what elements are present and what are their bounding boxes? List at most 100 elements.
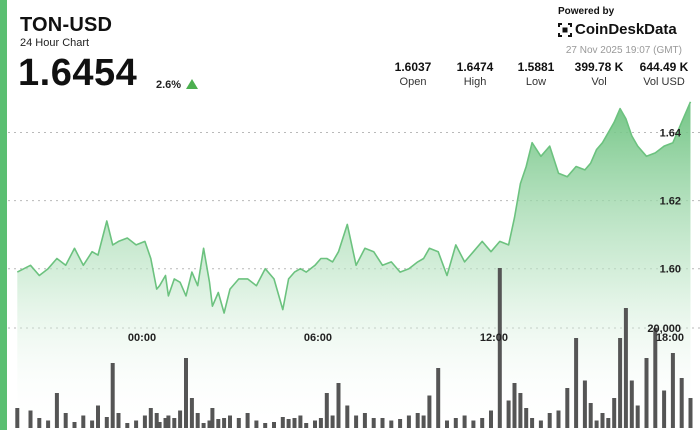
volume-bar xyxy=(629,380,634,428)
volume-bar xyxy=(210,408,215,428)
stat-label: Open xyxy=(399,76,427,88)
volume-bar xyxy=(134,420,139,428)
volume-bar xyxy=(178,410,183,428)
stat-label: Vol USD xyxy=(643,76,685,88)
volume-bar xyxy=(406,415,411,428)
volume-bar xyxy=(623,308,628,428)
stat-value: 1.6037 xyxy=(394,60,432,74)
volume-bar xyxy=(670,353,675,428)
up-arrow-icon xyxy=(186,79,198,89)
volume-bar xyxy=(679,378,684,428)
volume-bar xyxy=(166,415,171,428)
volume-bar xyxy=(538,420,543,428)
volume-bar xyxy=(154,413,159,428)
price-area xyxy=(17,101,691,429)
volume-bar xyxy=(362,413,367,428)
volume-bar xyxy=(635,405,640,428)
volume-bar xyxy=(336,383,341,428)
powered-by-label: Powered by xyxy=(558,6,615,17)
chart-subtitle: 24 Hour Chart xyxy=(20,37,90,49)
volume-bar xyxy=(254,420,259,428)
brand-logo[interactable]: CoinDeskData xyxy=(558,21,677,38)
stat-value: 399.78 K xyxy=(574,60,624,74)
volume-bar xyxy=(96,405,100,428)
volume-bar xyxy=(15,408,20,428)
volume-bar xyxy=(324,393,329,428)
volume-bar xyxy=(216,419,221,428)
volume-bar xyxy=(163,418,168,428)
y-tick-label: 1.60 xyxy=(660,264,681,276)
volume-bar xyxy=(280,417,285,428)
x-tick-label: 12:00 xyxy=(480,332,508,344)
current-price: 1.6454 xyxy=(18,52,138,94)
volume-bar xyxy=(436,368,441,428)
volume-bar xyxy=(263,423,268,428)
volume-bar xyxy=(445,420,449,428)
stat-volume-usd: 644.49 K Vol USD xyxy=(636,60,692,88)
volume-bar xyxy=(415,413,420,428)
volume-bar xyxy=(380,418,385,428)
volume-bar xyxy=(172,418,177,428)
volume-bar xyxy=(518,393,523,428)
volume-bar xyxy=(286,419,291,428)
volume-bar xyxy=(471,420,476,428)
x-tick-label: 00:00 xyxy=(128,332,156,344)
volume-bar xyxy=(354,415,359,428)
volume-bar xyxy=(46,420,51,428)
volume-bar xyxy=(345,405,350,428)
volume-bar xyxy=(189,398,194,428)
y-tick-label: 1.62 xyxy=(660,196,681,208)
volume-bar xyxy=(688,398,693,428)
stat-volume: 399.78 K Vol xyxy=(570,60,628,88)
stat-high: 1.6474 High xyxy=(452,60,498,88)
price-change: 2.6% xyxy=(156,79,182,91)
brand-name: CoinDeskData xyxy=(575,21,677,38)
volume-bar xyxy=(184,358,188,428)
volume-bar xyxy=(524,408,529,428)
x-tick-label: 06:00 xyxy=(304,332,332,344)
stat-value: 1.6474 xyxy=(456,60,494,74)
volume-bar xyxy=(462,415,467,428)
stat-label: Low xyxy=(525,76,547,88)
volume-bar xyxy=(116,413,121,428)
volume-bar xyxy=(612,398,617,428)
volume-bar xyxy=(389,420,394,428)
volume-bar xyxy=(125,423,130,428)
volume-bar xyxy=(148,408,153,428)
volume-bar xyxy=(421,415,426,428)
volume-tick-label: 20,000 xyxy=(647,323,681,335)
volume-bar xyxy=(222,418,227,428)
volume-bar xyxy=(228,415,232,428)
volume-bar xyxy=(556,410,561,428)
volume-bar xyxy=(453,418,458,428)
volume-bar xyxy=(497,268,502,428)
volume-bar xyxy=(506,400,511,428)
volume-bar xyxy=(330,415,335,428)
volume-bar xyxy=(547,413,552,428)
volume-bar xyxy=(157,422,162,428)
volume-bar xyxy=(142,415,147,428)
volume-bar xyxy=(489,410,493,428)
volume-bar xyxy=(272,422,276,428)
volume-bar xyxy=(600,413,605,428)
stat-label: High xyxy=(463,76,487,88)
x-tick-label: 18:00 xyxy=(656,332,684,344)
volume-bar xyxy=(318,418,323,428)
price-line xyxy=(16,101,692,314)
volume-bar xyxy=(653,328,658,428)
stat-value: 1.5881 xyxy=(517,60,555,74)
volume-bar xyxy=(565,388,570,428)
volume-bar xyxy=(662,390,667,428)
volume-bar xyxy=(582,380,587,428)
volume-bar xyxy=(104,417,109,428)
volume-bar xyxy=(512,383,517,428)
volume-bar xyxy=(54,393,59,428)
volume-bar xyxy=(201,423,206,428)
volume-bar xyxy=(371,418,376,428)
volume-bar xyxy=(298,415,303,428)
volume-bar xyxy=(292,418,297,428)
volume-bar xyxy=(110,363,115,428)
stat-label: Vol xyxy=(591,76,607,88)
volume-bar xyxy=(398,419,403,428)
